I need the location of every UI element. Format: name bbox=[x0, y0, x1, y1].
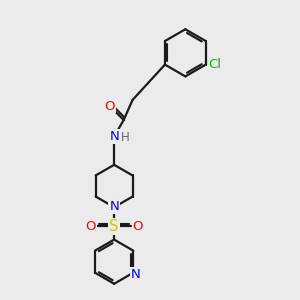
Text: Cl: Cl bbox=[209, 58, 222, 71]
Text: N: N bbox=[109, 200, 119, 213]
Text: N: N bbox=[131, 268, 140, 281]
Text: S: S bbox=[110, 219, 119, 234]
Text: H: H bbox=[121, 130, 130, 144]
Text: N: N bbox=[109, 130, 119, 143]
Text: O: O bbox=[85, 220, 96, 233]
Text: O: O bbox=[132, 220, 143, 233]
Text: O: O bbox=[104, 100, 115, 112]
